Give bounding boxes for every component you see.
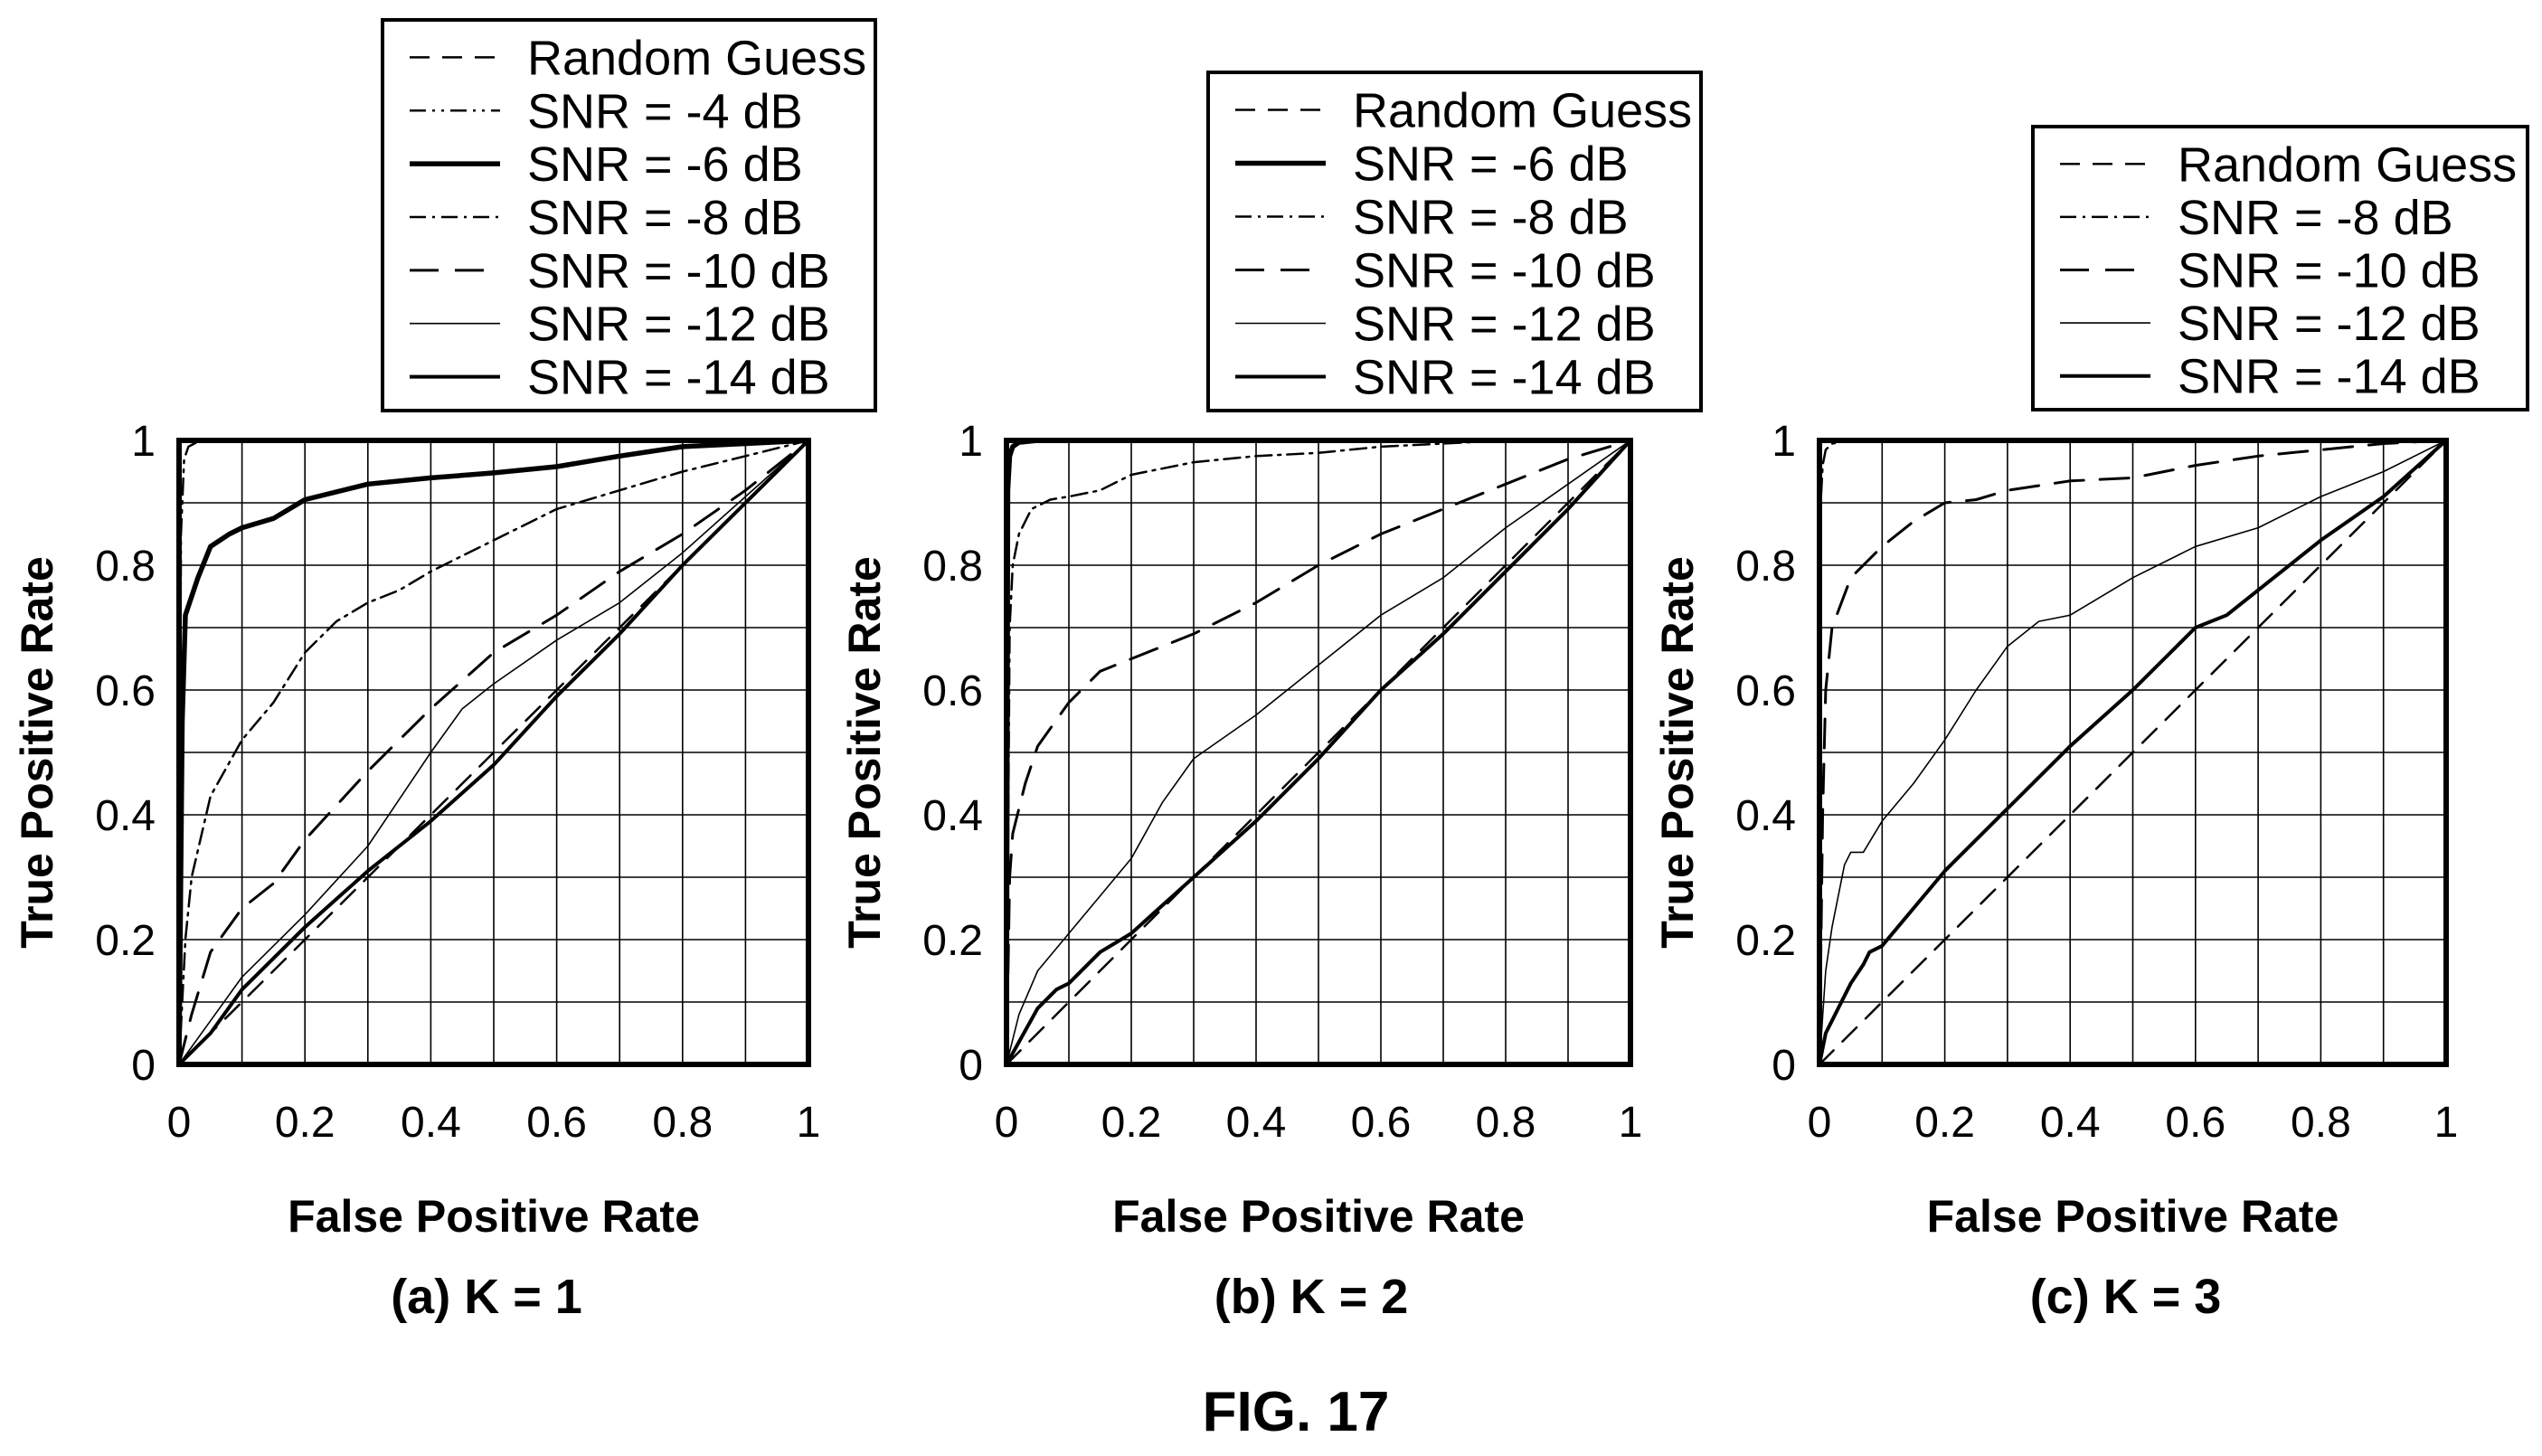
y-tick-label: 0.4 bbox=[1735, 792, 1796, 840]
legend-label: SNR = -14 dB bbox=[527, 351, 830, 405]
plot-frame bbox=[1004, 438, 1633, 1067]
series-line-snr-10-db bbox=[177, 439, 810, 1066]
legend-label: SNR = -6 dB bbox=[527, 137, 803, 192]
y-tick-label: 0 bbox=[131, 1042, 156, 1090]
series-line-random-guess bbox=[177, 439, 810, 1066]
plot-frame bbox=[176, 438, 811, 1067]
series-line-snr-12-db bbox=[178, 440, 809, 1065]
panel-caption-c: (c) K = 3 bbox=[2030, 1270, 2222, 1324]
chart-panel-a: 0 0.2 0.4 0.6 0.8 1 0 0.2 0.4 0.6 0.8 1 False Positi… bbox=[12, 18, 877, 1324]
legend-label: SNR = -8 dB bbox=[527, 191, 803, 245]
legend-label: SNR = -6 dB bbox=[1353, 137, 1629, 192]
y-tick-label: 0.6 bbox=[922, 667, 983, 715]
panel-caption-b: (b) K = 2 bbox=[1214, 1270, 1409, 1324]
legend-label: SNR = -12 dB bbox=[2178, 297, 2481, 351]
y-tick-label: 0.2 bbox=[95, 917, 156, 965]
figure-title: FIG. 17 bbox=[1203, 1381, 1390, 1443]
x-tick-label: 0.8 bbox=[2291, 1099, 2351, 1147]
x-tick-label: 0.8 bbox=[1476, 1099, 1536, 1147]
grid bbox=[179, 440, 808, 1064]
x-axis-label: False Positive Rate bbox=[288, 1191, 700, 1242]
y-tick-label: 0.4 bbox=[922, 792, 983, 840]
chart-panel-c: 0 0.2 0.4 0.6 0.8 1 0 0.2 0.4 0.6 0.8 1 False Positi… bbox=[1652, 125, 2529, 1324]
x-tick-label: 0.4 bbox=[2040, 1099, 2101, 1147]
series-line-snr-8-db bbox=[177, 439, 810, 1066]
legend-label: SNR = -8 dB bbox=[1353, 191, 1629, 245]
legend-box bbox=[381, 18, 877, 412]
y-axis-label: True Positive Rate bbox=[839, 556, 890, 949]
y-tick-label: 0 bbox=[959, 1042, 983, 1090]
legend-label: SNR = -8 dB bbox=[2178, 191, 2453, 245]
x-tick-label: 1 bbox=[1619, 1099, 1643, 1147]
x-tick-label: 0.8 bbox=[652, 1099, 713, 1147]
x-tick-label: 0 bbox=[995, 1099, 1019, 1147]
y-tick-label: 0.4 bbox=[95, 792, 156, 840]
series-line-snr-8-db bbox=[1005, 439, 1632, 1066]
x-tick-label: 0.4 bbox=[401, 1099, 461, 1147]
panel-caption-a: (a) K = 1 bbox=[391, 1270, 582, 1324]
x-tick-label: 0.6 bbox=[1351, 1099, 1412, 1147]
x-tick-label: 1 bbox=[797, 1099, 821, 1147]
x-tick-label: 0 bbox=[167, 1099, 192, 1147]
x-tick-label: 1 bbox=[2434, 1099, 2459, 1147]
legend-label: SNR = -10 dB bbox=[527, 244, 830, 298]
legend-label: SNR = -14 dB bbox=[1353, 351, 1656, 405]
x-tick-label: 0.2 bbox=[1914, 1099, 1975, 1147]
series-line-snr-14-db bbox=[1005, 439, 1632, 1066]
plot-frame bbox=[1817, 438, 2449, 1067]
legend-label: SNR = -10 dB bbox=[2178, 244, 2481, 298]
legend-label: SNR = -14 dB bbox=[2178, 350, 2481, 404]
series-line-random-guess bbox=[1005, 439, 1632, 1066]
series-line-snr-4-db bbox=[177, 439, 810, 1066]
chart-panel-b: 0 0.2 0.4 0.6 0.8 1 0 0.2 0.4 0.6 0.8 1 False Positi… bbox=[839, 71, 1703, 1324]
y-tick-label: 1 bbox=[1772, 418, 1796, 466]
series-line-snr-14-db bbox=[177, 439, 810, 1066]
x-axis-label: False Positive Rate bbox=[1927, 1191, 2339, 1242]
x-tick-label: 0 bbox=[1808, 1099, 1832, 1147]
y-tick-label: 0 bbox=[1772, 1042, 1796, 1090]
series-line-snr-12-db bbox=[1006, 440, 1631, 1065]
series-line-snr-6-db bbox=[176, 438, 811, 1067]
legend-label: SNR = -12 dB bbox=[527, 298, 830, 352]
legend-label: SNR = -4 dB bbox=[527, 84, 803, 138]
x-tick-label: 0.6 bbox=[526, 1099, 587, 1147]
x-tick-label: 0.6 bbox=[2165, 1099, 2225, 1147]
y-tick-label: 0.6 bbox=[1735, 667, 1796, 715]
y-tick-label: 1 bbox=[959, 418, 983, 466]
grid bbox=[1006, 440, 1630, 1064]
y-tick-label: 0.8 bbox=[95, 543, 156, 591]
legend-label: SNR = -10 dB bbox=[1353, 244, 1656, 298]
y-axis-label: True Positive Rate bbox=[1652, 556, 1703, 949]
y-axis-label: True Positive Rate bbox=[12, 556, 62, 949]
x-tick-label: 0.2 bbox=[1101, 1099, 1162, 1147]
y-tick-label: 0.2 bbox=[1735, 917, 1796, 965]
series-line-snr-12-db bbox=[1819, 440, 2447, 1065]
y-tick-label: 0.8 bbox=[922, 543, 983, 591]
y-tick-label: 0.2 bbox=[922, 917, 983, 965]
x-axis-label: False Positive Rate bbox=[1112, 1191, 1525, 1242]
series-line-snr-14-db bbox=[1818, 439, 2448, 1066]
legend-box bbox=[2031, 125, 2529, 411]
series-line-snr-10-db bbox=[1818, 439, 2448, 1066]
y-tick-label: 0.8 bbox=[1735, 543, 1796, 591]
legend-label: SNR = -12 dB bbox=[1353, 298, 1656, 352]
series-line-random-guess bbox=[1818, 439, 2448, 1066]
x-tick-label: 0.2 bbox=[275, 1099, 335, 1147]
y-tick-label: 0.6 bbox=[95, 667, 156, 715]
x-tick-label: 0.4 bbox=[1226, 1099, 1287, 1147]
legend-box bbox=[1206, 71, 1703, 412]
series-line-snr-10-db bbox=[1005, 439, 1632, 1066]
legend-label: Random Guess bbox=[527, 31, 866, 85]
legend-label: Random Guess bbox=[1353, 84, 1692, 138]
legend-label: Random Guess bbox=[2178, 137, 2517, 192]
y-tick-label: 1 bbox=[131, 418, 156, 466]
